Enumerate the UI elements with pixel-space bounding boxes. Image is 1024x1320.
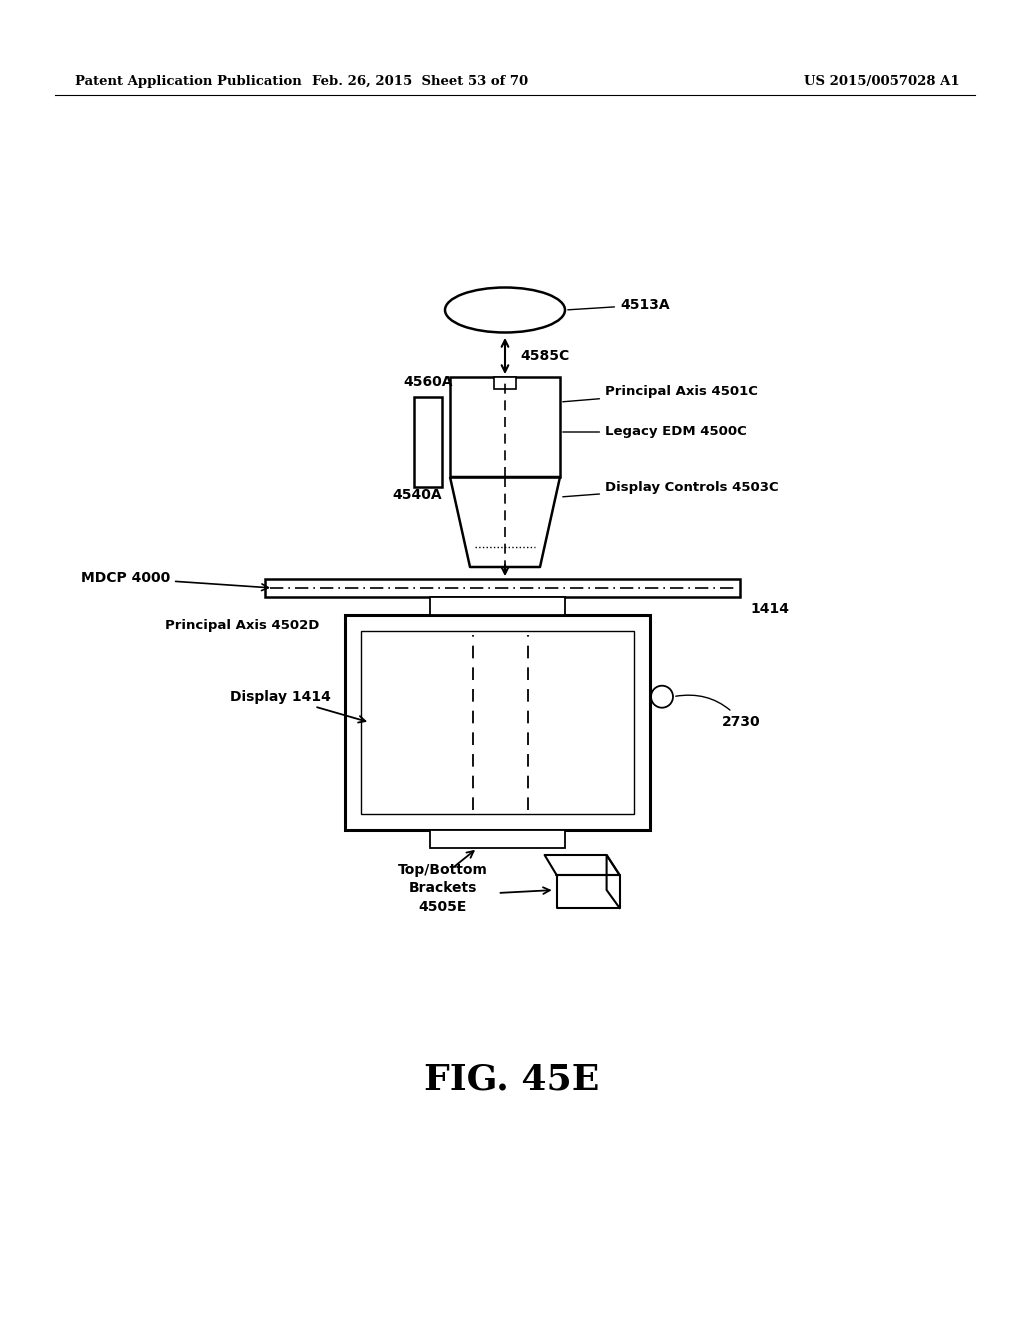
Text: 4560A: 4560A (403, 375, 453, 389)
Bar (430, 597, 564, 615)
Text: Principal Axis 4501C: Principal Axis 4501C (563, 385, 758, 401)
Text: 4513A: 4513A (567, 298, 670, 312)
Text: 4585C: 4585C (520, 348, 569, 363)
Text: Principal Axis 4502D: Principal Axis 4502D (165, 619, 319, 632)
Text: Feb. 26, 2015  Sheet 53 of 70: Feb. 26, 2015 Sheet 53 of 70 (312, 75, 528, 88)
Text: MDCP 4000: MDCP 4000 (81, 572, 268, 590)
Text: 1414: 1414 (750, 602, 790, 616)
Bar (265, 579, 740, 597)
Bar (494, 378, 516, 389)
Text: US 2015/0057028 A1: US 2015/0057028 A1 (805, 75, 961, 88)
Text: FIG. 45E: FIG. 45E (424, 1063, 600, 1097)
Text: Legacy EDM 4500C: Legacy EDM 4500C (563, 425, 746, 438)
Text: Display Controls 4503C: Display Controls 4503C (563, 480, 778, 496)
Bar (414, 397, 442, 487)
Bar (345, 615, 650, 830)
Bar (430, 830, 564, 847)
Text: 2730: 2730 (676, 696, 761, 729)
Text: Patent Application Publication: Patent Application Publication (75, 75, 302, 88)
Bar (361, 631, 634, 814)
Text: Top/Bottom
Brackets
4505E: Top/Bottom Brackets 4505E (397, 863, 487, 913)
Bar (450, 378, 560, 477)
Text: Display 1414: Display 1414 (230, 689, 366, 722)
Text: 4540A: 4540A (392, 488, 442, 502)
